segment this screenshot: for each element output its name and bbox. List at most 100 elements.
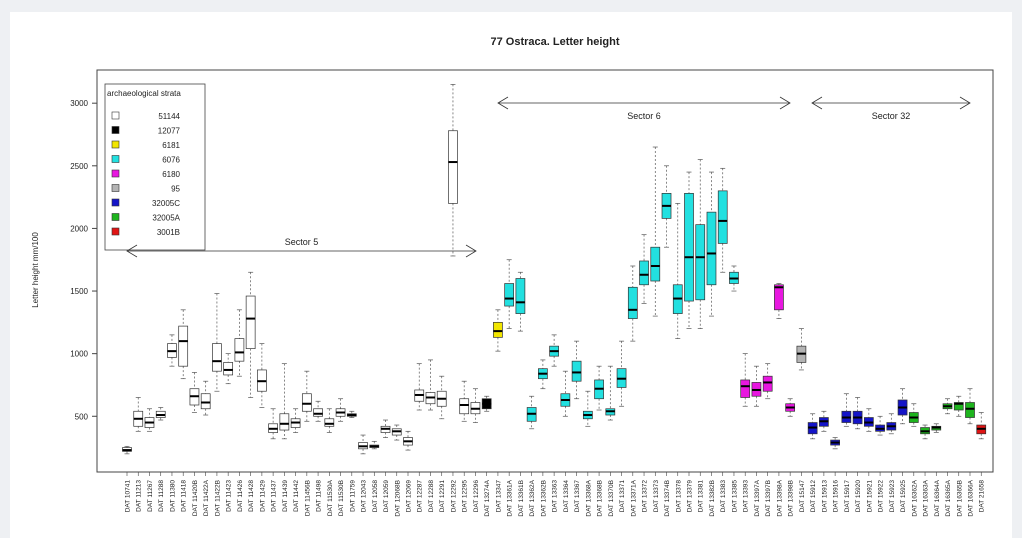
x-tick-label: DAT 13374B — [664, 480, 671, 517]
x-tick-label: DAT 12287 — [417, 480, 424, 513]
legend-label: 6181 — [162, 141, 180, 150]
x-tick-label: DAT 11429 — [259, 480, 266, 512]
x-tick-label: DAT 11442 — [293, 480, 300, 512]
x-tick-label: DAT 13371A — [630, 479, 637, 516]
legend-swatch — [111, 169, 120, 178]
x-tick-label: DAT 13362A — [529, 479, 536, 516]
legend-label: 6180 — [162, 170, 180, 179]
legend-swatch — [111, 213, 120, 221]
box — [459, 398, 470, 415]
legend-swatch — [111, 198, 120, 207]
x-tick-label: DAT 13398A — [776, 479, 783, 516]
x-tick-label: DAT 15912 — [810, 480, 817, 513]
x-tick-label: DAT 12058 — [372, 480, 379, 513]
y-tick-label: 1000 — [70, 350, 88, 359]
sector-label: Sector 6 — [627, 111, 661, 121]
x-tick-label: DAT 16365B — [956, 480, 963, 517]
arrow-head — [126, 244, 477, 258]
x-tick-label: DAT 13371 — [619, 480, 626, 513]
x-tick-label: DAT 15913 — [821, 480, 828, 513]
x-tick-label: DAT 11422B — [214, 480, 221, 516]
box — [965, 402, 975, 418]
legend-label: 12077 — [158, 127, 181, 136]
box — [493, 321, 503, 338]
x-tick-label: DAT 13397A — [754, 479, 761, 516]
x-tick-label: DAT 13361B — [518, 480, 525, 517]
x-tick-label: DAT 10741 — [125, 480, 132, 513]
x-tick-label: DAT 11213 — [136, 480, 143, 512]
legend-label: 6076 — [162, 156, 180, 165]
x-tick-label: DAT 11428 — [248, 480, 255, 512]
box — [212, 343, 222, 372]
box — [515, 278, 526, 314]
x-tick-label: DAT 11267 — [147, 480, 154, 512]
x-tick-label: DAT 13397B — [765, 480, 772, 517]
y-tick-label: 1500 — [70, 287, 88, 296]
box — [571, 360, 582, 382]
x-tick-label: DAT 11422A — [203, 479, 210, 516]
box — [684, 193, 694, 302]
legend-label: 51144 — [158, 112, 180, 121]
legend-label: 3001B — [157, 228, 180, 237]
x-tick-label: DAT 13373 — [653, 480, 660, 513]
x-tick-label: DAT 13385 — [731, 480, 738, 513]
x-tick-label: DAT 11498 — [316, 480, 323, 512]
x-tick-label: DAT 13372 — [642, 480, 649, 513]
x-tick-label: DAT 16366A — [968, 479, 975, 516]
box — [639, 260, 649, 286]
box — [301, 393, 312, 412]
x-tick-label: DAT 11456B — [304, 480, 311, 516]
chart-title: 77 Ostraca. Letter height — [491, 36, 620, 48]
x-tick-label: DAT 12296 — [473, 480, 480, 513]
x-tick-label: DAT 13347 — [495, 480, 502, 513]
x-tick-label: DAT 12059 — [383, 480, 390, 513]
box — [762, 375, 773, 392]
x-tick-label: DAT 15920 — [855, 480, 862, 513]
x-tick-label: DAT 11418 — [181, 480, 188, 512]
x-tick-label: DAT 13379 — [687, 480, 694, 513]
x-tick-label: DAT 13368B — [597, 480, 604, 517]
x-tick-label: DAT 13383 — [720, 480, 727, 513]
box — [650, 246, 661, 282]
x-tick-label: DAT 16362A — [911, 479, 918, 516]
x-tick-label: DAT 13362B — [540, 480, 547, 517]
x-tick-label: DAT 13393 — [743, 480, 750, 513]
y-tick-label: 2500 — [70, 162, 88, 171]
x-tick-label: DAT 15925 — [900, 480, 907, 513]
box — [245, 295, 256, 349]
y-axis-label: Letter height mm/100 — [31, 232, 40, 308]
x-tick-label: DAT 11439 — [282, 480, 289, 512]
x-tick-label: DAT 11420B — [192, 480, 199, 516]
x-tick-label: DAT 13378 — [675, 480, 682, 513]
legend — [104, 83, 206, 251]
y-tick-label: 2000 — [70, 224, 88, 233]
sector-label: Sector 32 — [872, 111, 911, 121]
x-tick-label: DAT 15917 — [844, 480, 851, 513]
x-tick-label: DAT 13361A — [507, 479, 514, 516]
x-tick-label: DAT 13363 — [552, 480, 559, 513]
x-tick-label: DAT 11530A — [327, 479, 334, 516]
x-tick-label: DAT 12069 — [406, 480, 413, 513]
x-tick-label: DAT 13381 — [698, 480, 705, 513]
x-tick-label: DAT 15147 — [799, 480, 806, 513]
sector-label: Sector 5 — [285, 237, 319, 247]
x-tick-label: DAT 16363A — [923, 479, 930, 516]
box — [953, 402, 964, 411]
box — [313, 408, 323, 417]
x-tick-label: DAT 13382B — [709, 480, 716, 517]
x-tick-label: DAT 13274A — [484, 479, 491, 516]
x-tick-label: DAT 11759 — [349, 480, 356, 512]
legend-swatch — [111, 184, 120, 192]
legend-swatch — [111, 126, 120, 134]
x-tick-label: DAT 11530B — [338, 480, 345, 516]
legend-swatch — [111, 155, 120, 163]
x-tick-label: DAT 12043 — [361, 480, 368, 513]
x-tick-label: DAT 13364 — [563, 480, 570, 513]
legend-swatch — [111, 227, 120, 236]
x-tick-label: DAT 13398B — [788, 480, 795, 517]
x-tick-label: DAT 11423 — [226, 480, 233, 512]
box — [178, 325, 189, 367]
legend-label: 32005C — [152, 199, 180, 208]
arrow-head — [811, 96, 971, 110]
